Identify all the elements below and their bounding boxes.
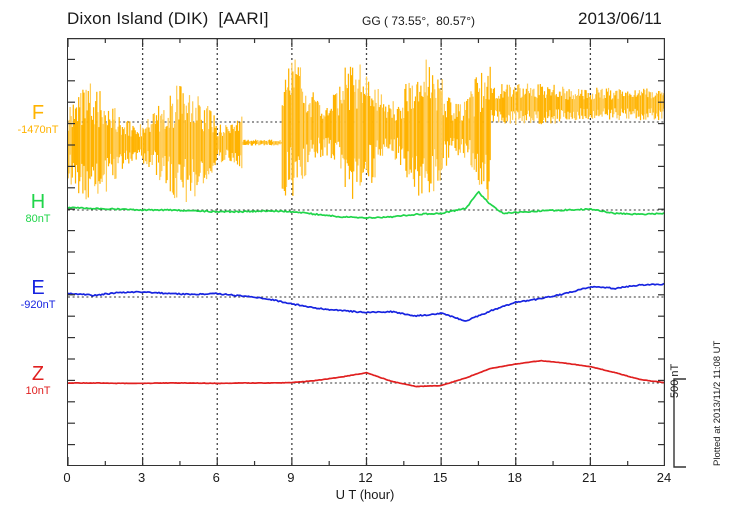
component-label-e: E -920nT [6, 278, 70, 312]
component-name-e: E [31, 277, 45, 299]
scale-bar-label: 500 nT [669, 363, 681, 398]
x-tick-label: 12 [358, 470, 373, 485]
component-value-e: -920nT [20, 299, 56, 311]
component-label-h: H 80nT [6, 192, 70, 226]
x-tick-label: 0 [63, 470, 71, 485]
component-label-z: Z 10nT [6, 364, 70, 398]
component-value-f: -1470nT [17, 124, 59, 136]
observation-date: 2013/06/11 [578, 9, 662, 28]
component-name-h: H [30, 191, 46, 213]
x-tick-label: 6 [212, 470, 220, 485]
x-tick-label: 21 [582, 470, 597, 485]
magnetogram-svg [68, 38, 665, 466]
component-name-z: Z [31, 363, 45, 385]
plotted-at-label: Plotted at 2013/11/2 11:08 UT [712, 340, 723, 466]
x-axis-caption: U T (hour) [335, 487, 395, 502]
x-tick-label: 15 [432, 470, 448, 485]
component-name-f: F [31, 102, 45, 124]
plot-area [67, 38, 665, 466]
component-value-h: 80nT [25, 213, 51, 225]
component-value-z: 10nT [25, 385, 51, 397]
component-label-f: F -1470nT [6, 103, 70, 137]
page-title: Dixon Island (DIK) [AARI] [67, 9, 269, 28]
x-tick-label: 3 [138, 470, 146, 485]
geographic-coordinates: GG ( 73.55°, 80.57°) [362, 14, 475, 28]
scale-bar [673, 378, 686, 468]
x-tick-label: 9 [287, 470, 295, 485]
x-tick-label: 18 [507, 470, 522, 485]
x-tick-label: 24 [656, 470, 672, 485]
